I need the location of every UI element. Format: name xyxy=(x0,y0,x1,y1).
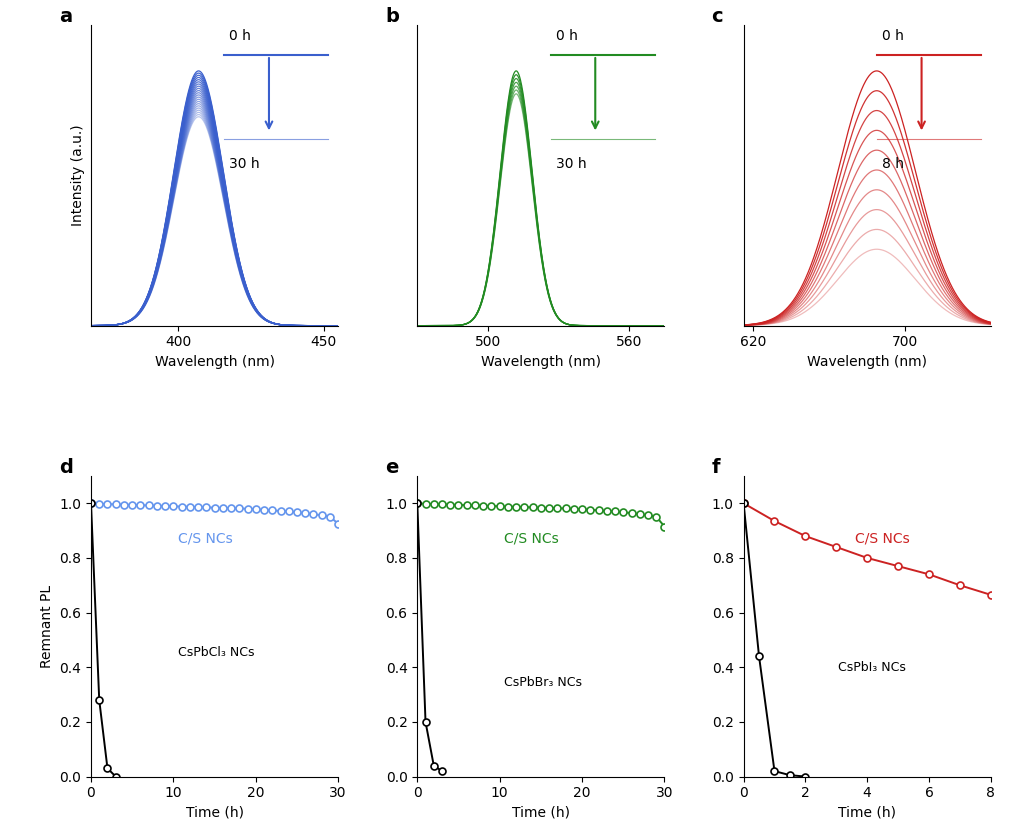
Text: c: c xyxy=(712,7,723,26)
Text: C/S NCs: C/S NCs xyxy=(855,531,910,545)
X-axis label: Wavelength (nm): Wavelength (nm) xyxy=(807,355,927,369)
Text: CsPbI₃ NCs: CsPbI₃ NCs xyxy=(837,661,906,675)
X-axis label: Wavelength (nm): Wavelength (nm) xyxy=(481,355,601,369)
X-axis label: Time (h): Time (h) xyxy=(186,806,244,820)
X-axis label: Wavelength (nm): Wavelength (nm) xyxy=(155,355,275,369)
Text: 0 h: 0 h xyxy=(229,29,252,43)
Text: 0 h: 0 h xyxy=(882,29,904,43)
Text: 30 h: 30 h xyxy=(229,157,260,171)
Text: C/S NCs: C/S NCs xyxy=(503,531,558,545)
Text: CsPbBr₃ NCs: CsPbBr₃ NCs xyxy=(503,676,581,690)
Text: 0 h: 0 h xyxy=(556,29,577,43)
Text: CsPbCl₃ NCs: CsPbCl₃ NCs xyxy=(178,646,254,660)
X-axis label: Time (h): Time (h) xyxy=(512,806,570,820)
Text: C/S NCs: C/S NCs xyxy=(178,531,233,545)
Text: f: f xyxy=(712,458,720,477)
Y-axis label: Remnant PL: Remnant PL xyxy=(39,584,54,668)
Text: b: b xyxy=(385,7,399,26)
Text: 30 h: 30 h xyxy=(556,157,586,171)
X-axis label: Time (h): Time (h) xyxy=(838,806,896,820)
Text: 8 h: 8 h xyxy=(882,157,904,171)
Y-axis label: Intensity (a.u.): Intensity (a.u.) xyxy=(72,124,86,226)
Text: e: e xyxy=(385,458,398,477)
Text: d: d xyxy=(59,458,73,477)
Text: a: a xyxy=(59,7,72,26)
